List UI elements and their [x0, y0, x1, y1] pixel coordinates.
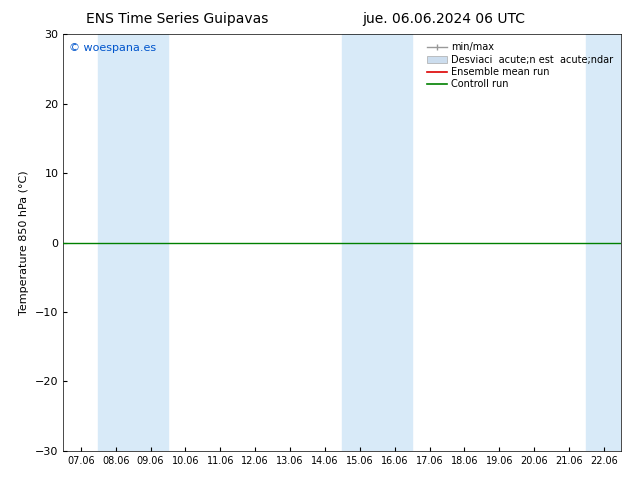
Bar	[342, 34, 412, 451]
Text: © woespana.es: © woespana.es	[69, 43, 156, 52]
Legend: min/max, Desviaci  acute;n est  acute;ndar, Ensemble mean run, Controll run: min/max, Desviaci acute;n est acute;ndar…	[424, 39, 616, 92]
Text: ENS Time Series Guipavas: ENS Time Series Guipavas	[86, 12, 269, 26]
Bar	[586, 34, 621, 451]
Text: jue. 06.06.2024 06 UTC: jue. 06.06.2024 06 UTC	[362, 12, 526, 26]
Y-axis label: Temperature 850 hPa (°C): Temperature 850 hPa (°C)	[20, 170, 30, 315]
Bar	[98, 34, 168, 451]
